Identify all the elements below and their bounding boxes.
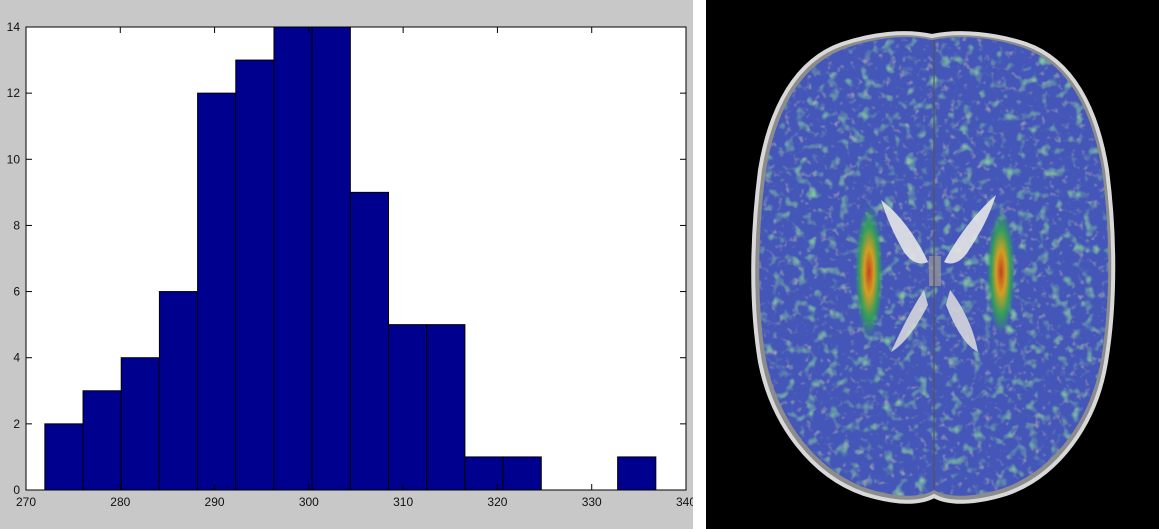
histogram-bar [617, 456, 657, 491]
y-tick-label: 4 [13, 351, 20, 365]
y-tick-label: 8 [13, 218, 20, 232]
histogram-bar [502, 456, 542, 491]
histogram-bar [426, 324, 466, 491]
histogram-bar [464, 456, 504, 491]
y-tick-label: 0 [13, 483, 20, 497]
y-tick-label: 2 [13, 417, 20, 431]
right-ventricle [944, 195, 996, 264]
left-ventricle [881, 200, 928, 264]
y-tick-label: 14 [7, 20, 21, 34]
histogram-bar [197, 92, 237, 491]
x-tick-label: 290 [205, 495, 225, 509]
x-tick-label: 320 [487, 495, 507, 509]
ticks-layer: 270 280 290 300 310 320 330 340 0 2 4 6 8 10 12 14 [7, 20, 693, 509]
histogram-bar [158, 291, 199, 491]
x-tick-label: 270 [16, 495, 36, 509]
brain-tissue [759, 37, 1109, 496]
left-posterior-horn [891, 290, 928, 352]
brain-mri-image [706, 0, 1159, 529]
bars-layer [44, 26, 657, 491]
y-tick-label: 12 [7, 86, 21, 100]
left-hotspot [855, 206, 883, 338]
histogram-bar [273, 26, 313, 491]
histogram-bar [82, 390, 122, 491]
histogram-bar [311, 26, 351, 491]
histogram-chart: 270 280 290 300 310 320 330 340 0 2 4 6 8 10 12 14 [0, 0, 693, 529]
x-tick-label: 340 [676, 495, 693, 509]
x-tick-label: 300 [299, 495, 319, 509]
histogram-bar [120, 357, 160, 491]
right-posterior-horn [946, 290, 978, 352]
histogram-bar [44, 423, 84, 491]
histogram-bar [235, 59, 275, 491]
y-tick-label: 10 [7, 152, 21, 166]
histogram-bar [388, 324, 428, 491]
y-tick-label: 6 [13, 285, 20, 299]
histogram-panel: 270 280 290 300 310 320 330 340 0 2 4 6 8 10 12 14 [0, 0, 693, 529]
x-tick-label: 330 [582, 495, 602, 509]
x-tick-label: 310 [393, 495, 413, 509]
right-hotspot [987, 210, 1015, 334]
histogram-bar [349, 191, 390, 491]
mri-image-panel [706, 0, 1159, 529]
x-tick-label: 280 [110, 495, 130, 509]
